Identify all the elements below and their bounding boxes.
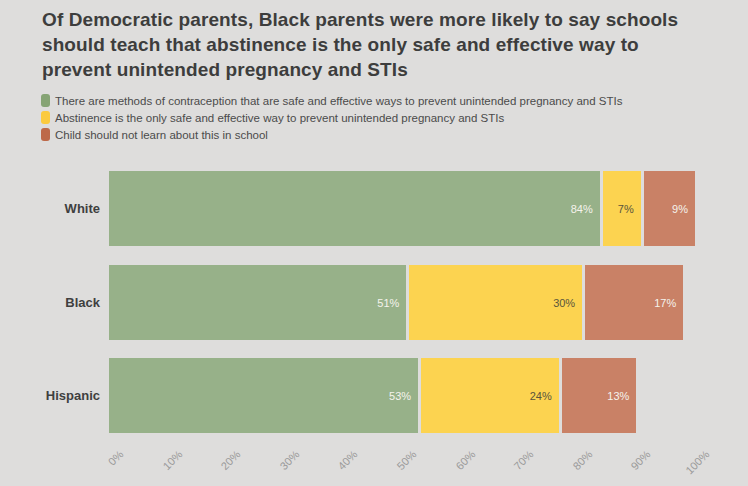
category-label: Hispanic: [0, 358, 100, 433]
bar-segment: 51%: [109, 265, 406, 340]
bar-value-label: 9%: [672, 203, 688, 215]
bar-value-label: 53%: [389, 390, 411, 402]
bar-segment: 53%: [109, 358, 418, 433]
plot-area: White 84% 7% 9% Black 51% 30% 17% Hispanic 53% 24%…: [0, 0, 748, 486]
category-label: Black: [0, 265, 100, 340]
bar-segment: 13%: [562, 358, 637, 433]
bar-segment: 7%: [603, 171, 641, 246]
bar-segment: 9%: [644, 171, 695, 246]
bar-segment: 24%: [421, 358, 559, 433]
x-tick-label: 0%: [53, 448, 125, 486]
category-label: White: [0, 171, 100, 246]
bar-value-label: 7%: [618, 203, 634, 215]
bar-value-label: 30%: [553, 297, 575, 309]
bar-row: 53% 24% 13%: [109, 358, 695, 433]
bar-value-label: 84%: [571, 203, 593, 215]
bar-row: 84% 7% 9%: [109, 171, 695, 246]
chart-canvas: Of Democratic parents, Black parents wer…: [0, 0, 748, 486]
bar-value-label: 17%: [654, 297, 676, 309]
bar-row: 51% 30% 17%: [109, 265, 695, 340]
bar-value-label: 13%: [607, 390, 629, 402]
bar-value-label: 51%: [377, 297, 399, 309]
bar-segment: 30%: [409, 265, 582, 340]
bar-value-label: 24%: [530, 390, 552, 402]
bar-segment: 17%: [585, 265, 683, 340]
bar-segment: 84%: [109, 171, 600, 246]
